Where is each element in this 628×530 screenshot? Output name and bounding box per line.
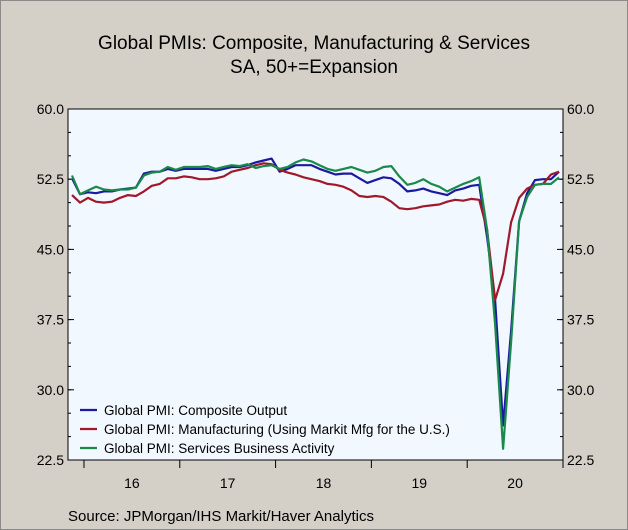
y-tick-label-right: 30.0	[567, 382, 594, 398]
legend-label-1: Global PMI: Composite Output	[104, 403, 287, 418]
x-tick-label: 19	[411, 475, 427, 491]
y-axis-right: 60.0 52.5 45.0 37.5 30.0 22.5	[557, 101, 594, 468]
series-lines	[70, 157, 560, 450]
x-axis: 16 17 18 19 20	[83, 460, 564, 491]
chart-subtitle: SA, 50+=Expansion	[230, 57, 398, 78]
y-axis-left: 60.0 52.5 45.0 37.5 30.0 22.5	[37, 101, 74, 468]
legend: Global PMI: Composite Output Global PMI: …	[80, 403, 450, 456]
y-tick-label-left: 52.5	[37, 171, 64, 187]
x-tick-label: 16	[124, 475, 140, 491]
legend-label-3: Global PMI: Services Business Activity	[104, 441, 335, 456]
y-tick-label-left: 45.0	[37, 241, 64, 257]
y-tick-label-left: 22.5	[37, 452, 64, 468]
x-tick-label: 20	[507, 475, 523, 491]
y-tick-label-left: 30.0	[37, 382, 64, 398]
y-tick-label-right: 52.5	[567, 171, 594, 187]
y-tick-label-right: 60.0	[567, 101, 594, 117]
y-tick-label-right: 37.5	[567, 312, 594, 328]
y-tick-label-left: 37.5	[37, 312, 64, 328]
x-tick-label: 18	[316, 475, 332, 491]
series-line-3	[70, 158, 560, 450]
chart-title: Global PMIs: Composite, Manufacturing & …	[98, 33, 530, 54]
chart-source: Source: JPMorgan/IHS Markit/Haver Analyt…	[68, 508, 374, 525]
y-tick-label-right: 22.5	[567, 452, 594, 468]
x-tick-label: 17	[220, 475, 236, 491]
plot-area	[67, 108, 564, 461]
series-line-2	[71, 162, 560, 301]
y-tick-label-left: 60.0	[37, 101, 64, 117]
legend-label-2: Global PMI: Manufacturing (Using Markit …	[104, 422, 450, 437]
y-tick-label-right: 45.0	[567, 241, 594, 257]
